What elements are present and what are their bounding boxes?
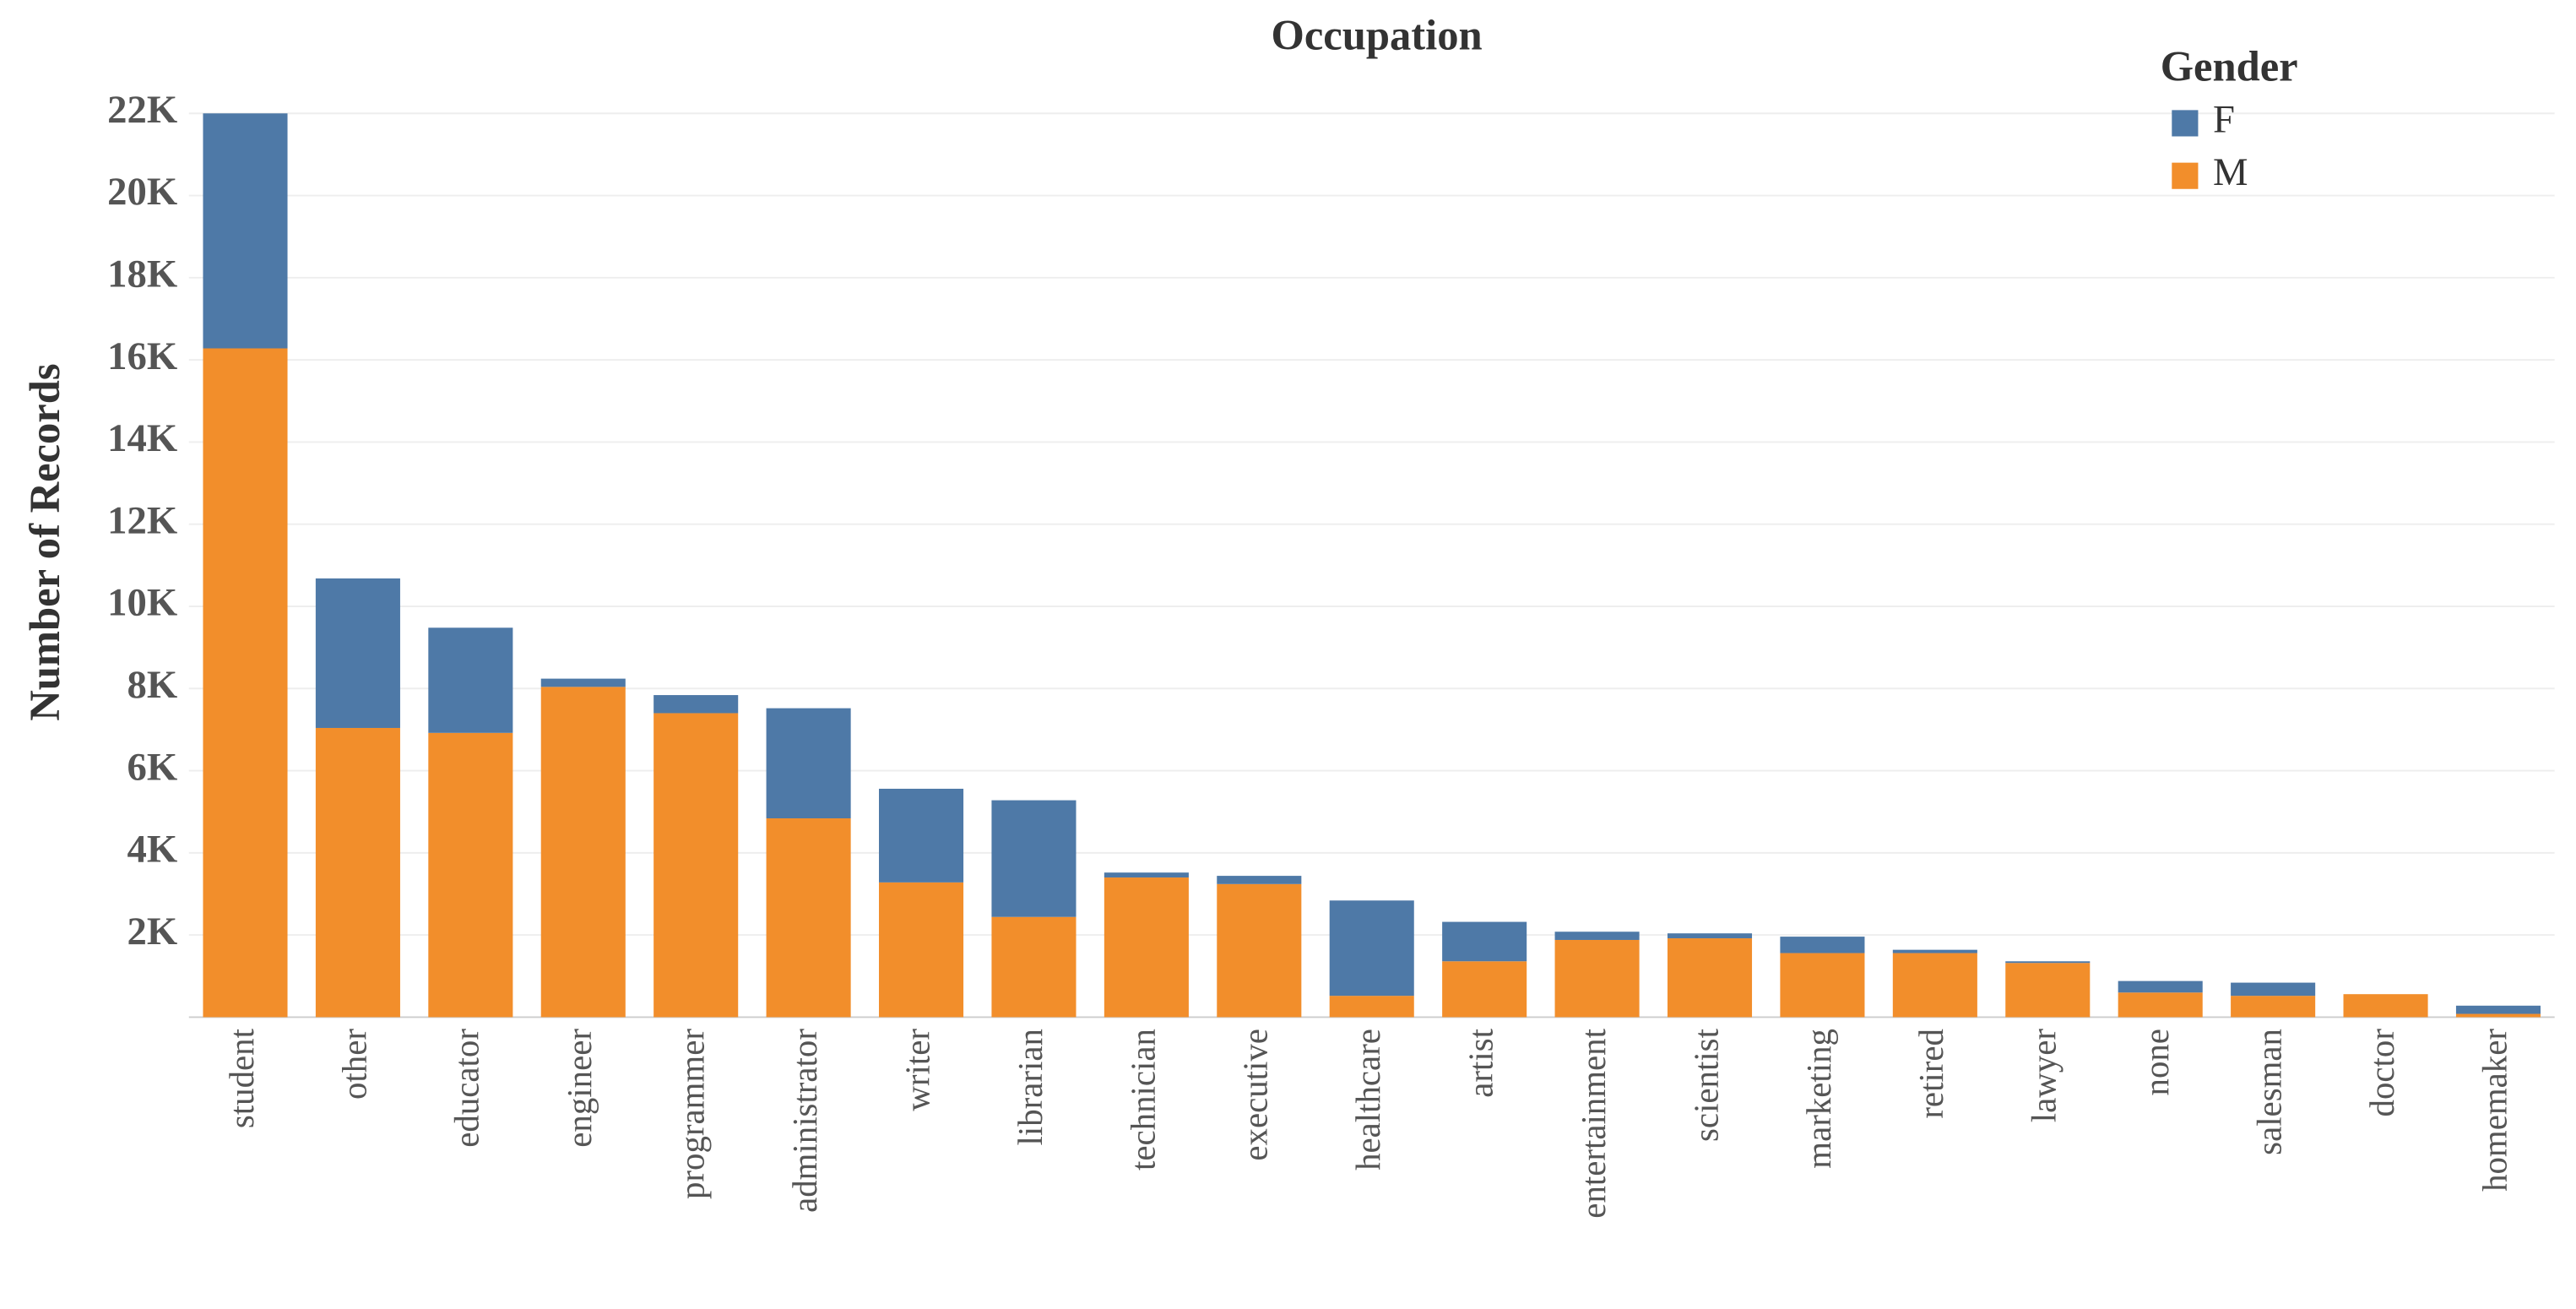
bar-segment [2231,996,2316,1018]
y-tick-label: 4K [127,828,177,872]
bar-segment [1667,938,1753,1018]
x-tick-label: engineer [561,1029,599,1148]
x-tick-label: doctor [2363,1029,2401,1117]
legend-title: Gender [2161,42,2298,90]
x-tick-label: salesman [2251,1029,2289,1155]
bar-segment [540,687,626,1018]
bar-segment [2118,980,2203,993]
bar-segment [1442,921,1527,962]
legend-swatch [2172,162,2199,189]
x-tick-label: artist [1462,1028,1500,1097]
x-tick-label: librarian [1011,1029,1049,1145]
x-tick-label: homemaker [2476,1029,2514,1192]
y-tick-label: 20K [107,170,177,214]
bar-segment [653,713,739,1018]
bar-segment [428,732,513,1018]
bar-segment [2005,961,2091,964]
y-tick-label: 22K [107,88,177,132]
y-tick-label: 12K [107,498,177,542]
x-tick-label: executive [1237,1029,1275,1161]
x-tick-label: student [223,1028,261,1128]
bar-segment [1667,933,1753,939]
y-tick-label: 14K [107,416,177,460]
x-tick-label: retired [1912,1029,1950,1119]
legend-label: M [2213,150,2248,194]
bar-segment [540,678,626,687]
bar-segment [2343,994,2428,1018]
legend-swatch [2172,110,2199,137]
x-tick-label: entertainment [1575,1028,1613,1218]
x-tick-label: healthcare [1349,1029,1387,1170]
bar-segment [1892,953,1977,1018]
bar-segment [2005,963,2091,1018]
x-tick-label: administrator [786,1029,824,1213]
x-tick-label: educator [448,1029,486,1148]
bar-segment [1442,961,1527,1018]
bar-segment [766,708,851,818]
y-tick-label: 16K [107,334,177,378]
bar-segment [653,695,739,714]
bar-segment [1329,996,1414,1018]
bar-segment [1780,953,1865,1018]
y-tick-label: 6K [127,745,177,789]
x-tick-label: other [335,1029,373,1100]
bar-segment [1217,876,1302,884]
x-tick-label: lawyer [2026,1029,2064,1123]
bar-segment [315,727,400,1018]
bar-segment [1554,939,1640,1018]
bar-segment [203,348,288,1018]
y-tick-label: 18K [107,253,177,296]
chart-title: Occupation [1272,11,1483,58]
x-tick-label: technician [1124,1029,1162,1170]
legend-label: F [2213,98,2235,142]
bar-segment [2231,982,2316,997]
y-axis-title: Number of Records [21,363,68,720]
x-tick-label: writer [898,1029,936,1111]
bar-segment [428,627,513,733]
bar-segment [1892,949,1977,953]
x-tick-label: none [2138,1029,2176,1095]
bar-segment [2455,1013,2541,1018]
bar-segment [1554,932,1640,940]
bar-segment [2118,992,2203,1018]
bar-segment [991,916,1076,1018]
bar-segment [203,113,288,349]
y-tick-label: 2K [127,910,177,953]
bar-segment [2455,1005,2541,1014]
bar-segment [879,882,964,1018]
bar-segment [766,817,851,1018]
bar-segment [879,788,964,883]
y-tick-label: 10K [107,581,177,625]
x-tick-label: marketing [1800,1029,1838,1169]
bar-segment [1329,900,1414,997]
bar-segment [1217,883,1302,1018]
x-tick-label: programmer [674,1029,712,1199]
x-tick-label: scientist [1687,1028,1725,1142]
bar-segment [991,800,1076,917]
bar-segment [1780,937,1865,953]
bar-segment [315,578,400,728]
y-tick-label: 8K [127,663,177,707]
bar-segment [1104,877,1189,1018]
bar-segment [1104,872,1189,878]
